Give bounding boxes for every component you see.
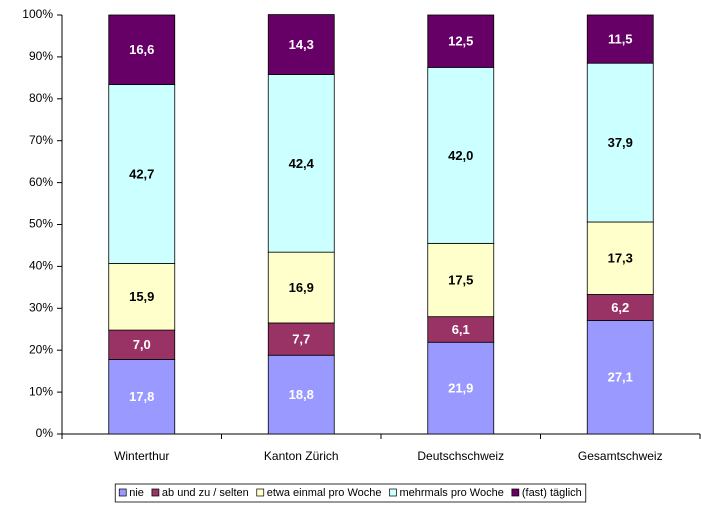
value-label: 21,9	[448, 381, 473, 396]
value-label: 16,9	[289, 280, 314, 295]
bar-segment	[267, 14, 335, 75]
value-label: 12,5	[448, 34, 473, 49]
legend-label: mehrmals pro Woche	[400, 487, 504, 499]
legend-swatch	[389, 488, 397, 497]
bar-segment	[267, 251, 335, 324]
bar-segment	[267, 354, 335, 435]
bar-segment	[108, 84, 176, 264]
legend-label: etwa einmal pro Woche	[267, 487, 382, 499]
bar-segment	[267, 322, 335, 356]
bar-segment	[427, 316, 495, 343]
bar-segment	[586, 320, 654, 435]
value-label: 11,5	[608, 32, 633, 47]
bar-segment	[586, 62, 654, 223]
x-tick-label: Winterthur	[114, 449, 169, 463]
value-label: 42,0	[448, 148, 473, 163]
value-label: 14,3	[289, 37, 314, 52]
value-label: 7,0	[133, 337, 151, 352]
y-tick-label: 70%	[29, 133, 53, 147]
legend-swatch	[511, 488, 520, 497]
bar-segment	[427, 14, 495, 68]
x-tick-label: Kanton Zürich	[264, 449, 339, 463]
y-tick-label: 20%	[29, 342, 53, 356]
legend-label: ab und zu / selten	[162, 487, 249, 499]
y-tick-label: 30%	[29, 300, 53, 314]
bar-segment	[427, 66, 495, 244]
value-label: 6,2	[611, 300, 629, 315]
bar-segment	[586, 14, 654, 64]
legend-label: nie	[129, 487, 144, 499]
y-tick-label: 40%	[29, 259, 53, 273]
value-label: 27,1	[608, 370, 633, 385]
y-tick-label: 90%	[29, 49, 53, 63]
legend-swatch	[256, 488, 265, 497]
value-label: 37,9	[608, 135, 633, 150]
legend-swatch	[151, 488, 160, 497]
bar-segment	[427, 341, 495, 435]
y-tick-label: 10%	[29, 384, 53, 398]
y-tick-label: 80%	[29, 91, 53, 105]
bar-segment	[586, 294, 654, 321]
value-label: 17,3	[608, 251, 633, 266]
legend-box	[114, 483, 587, 503]
legend-swatch	[118, 488, 127, 497]
value-label: 6,1	[452, 322, 470, 337]
value-label: 7,7	[292, 332, 310, 347]
value-label: 17,8	[129, 389, 154, 404]
bar-segment	[586, 221, 654, 295]
y-tick-label: 60%	[29, 175, 53, 189]
bar-segment	[427, 242, 495, 318]
value-label: 42,7	[129, 166, 154, 181]
value-label: 16,6	[129, 42, 154, 57]
x-tick-label: Deutschschweiz	[417, 449, 504, 463]
value-label: 15,9	[129, 289, 154, 304]
value-label: 17,5	[448, 272, 473, 287]
value-label: 18,8	[289, 387, 314, 402]
value-label: 42,4	[289, 156, 315, 171]
y-tick-label: 100%	[22, 7, 53, 21]
bar-segment	[108, 14, 176, 85]
y-tick-label: 0%	[36, 426, 54, 440]
bar-segment	[267, 74, 335, 253]
y-tick-label: 50%	[29, 217, 53, 231]
x-tick-label: Gesamtschweiz	[578, 449, 663, 463]
legend: nie ab und zu / selten etwa einmal pro Woc…	[114, 483, 587, 503]
legend-label: (fast) täglich	[522, 487, 582, 499]
